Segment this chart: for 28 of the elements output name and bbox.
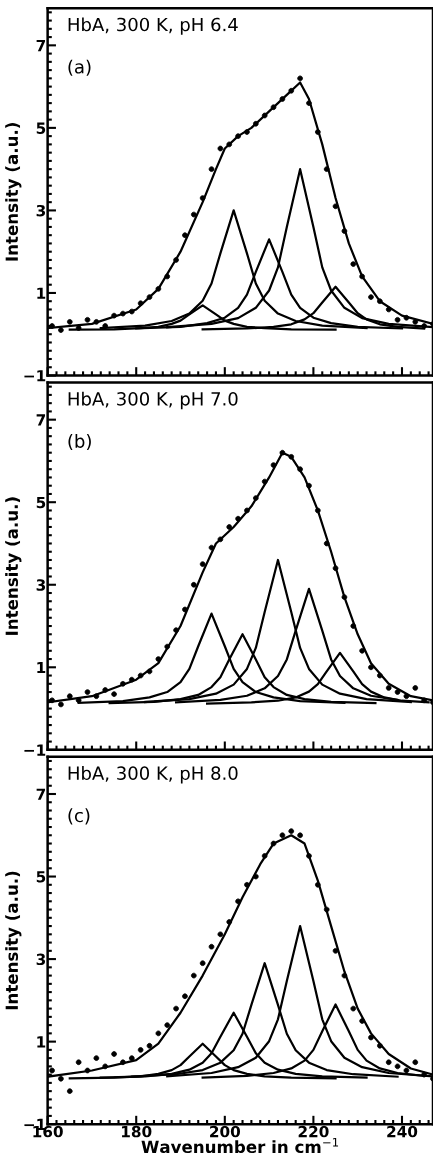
y-tick-label: 5	[36, 871, 46, 883]
y-tick-label: 3	[36, 579, 46, 591]
chart-title: HbA, 300 K, pH 7.0	[68, 391, 238, 410]
y-tick-label: 3	[36, 204, 46, 217]
y-tick-label: 1	[37, 287, 46, 299]
y-axis-title: Intensity (a.u.)	[5, 497, 22, 635]
y-tick-label: 7	[36, 788, 46, 800]
y-tick-label: 3	[36, 953, 46, 966]
y-tick-label: 7	[36, 414, 46, 426]
y-axis-title: Intensity (a.u.)	[5, 123, 22, 261]
y-tick-label: 7	[36, 40, 46, 52]
x-tick-label: 240	[387, 1125, 418, 1138]
y-tick-label: 1	[37, 1036, 46, 1048]
y-tick-label: 5	[36, 496, 46, 509]
x-axis-title: Wavenumber in cm$^{−1}$	[141, 1138, 339, 1154]
annotation: (a)	[68, 59, 91, 76]
annotation: (c)	[68, 808, 90, 825]
x-tick-label: 180	[122, 1125, 152, 1138]
chart-title: HbA, 300 K, pH 8.0	[68, 766, 238, 784]
chart-title: HbA, 300 K, pH 6.4	[68, 17, 238, 35]
x-tick-label: 220	[298, 1125, 329, 1138]
y-tick-label: −1	[24, 744, 46, 756]
y-tick-label: 1	[37, 661, 46, 674]
x-tick-label: 200	[210, 1125, 241, 1138]
y-axis-title: Intensity (a.u.)	[5, 871, 22, 1010]
y-tick-label: 5	[36, 122, 46, 134]
y-tick-label: −1	[24, 370, 46, 382]
annotation: (b)	[68, 433, 91, 451]
